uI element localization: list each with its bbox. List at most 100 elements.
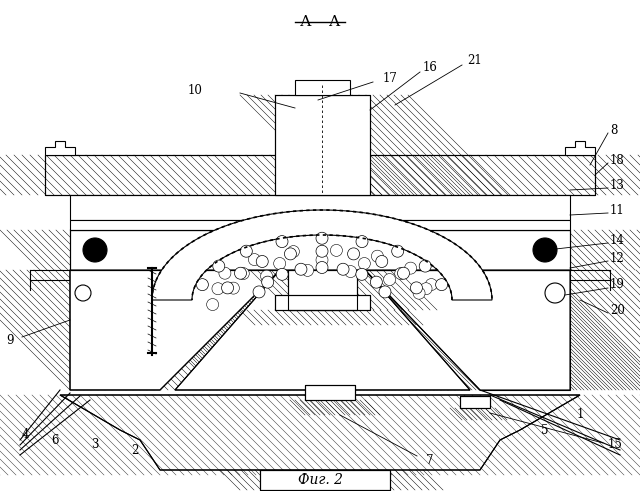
Circle shape [274, 257, 285, 270]
Circle shape [212, 260, 225, 272]
Circle shape [371, 250, 383, 262]
Circle shape [295, 263, 307, 275]
Circle shape [287, 246, 300, 258]
Circle shape [419, 260, 431, 272]
Polygon shape [175, 270, 470, 390]
Text: 11: 11 [610, 203, 625, 217]
Circle shape [420, 283, 432, 295]
Circle shape [212, 283, 224, 295]
Text: 12: 12 [610, 251, 625, 265]
Polygon shape [565, 141, 595, 155]
Circle shape [256, 255, 268, 268]
Circle shape [413, 287, 425, 299]
Text: А – А: А – А [300, 15, 340, 29]
Text: 16: 16 [422, 60, 437, 74]
Polygon shape [60, 395, 580, 470]
Text: 20: 20 [610, 303, 625, 317]
Circle shape [426, 278, 437, 291]
Circle shape [248, 253, 260, 266]
Text: 2: 2 [131, 443, 139, 457]
Circle shape [75, 285, 91, 301]
Circle shape [410, 282, 422, 294]
Circle shape [253, 286, 265, 298]
Bar [70, 230, 570, 270]
Bar [275, 295, 370, 310]
Text: 6: 6 [51, 434, 59, 446]
Circle shape [262, 276, 274, 288]
Circle shape [358, 257, 371, 270]
Circle shape [337, 263, 349, 275]
Circle shape [545, 283, 565, 303]
Text: 8: 8 [610, 124, 618, 136]
Circle shape [196, 279, 209, 291]
Circle shape [395, 268, 407, 279]
Text: 14: 14 [610, 234, 625, 246]
Bar [288, 270, 357, 310]
Circle shape [376, 255, 388, 268]
Text: 21: 21 [468, 54, 483, 66]
Circle shape [404, 262, 417, 274]
Text: 9: 9 [6, 333, 13, 347]
Bar [70, 195, 570, 220]
Bar [45, 155, 595, 195]
Polygon shape [260, 470, 390, 490]
Circle shape [397, 267, 410, 279]
Polygon shape [365, 270, 570, 390]
Polygon shape [70, 270, 280, 390]
Circle shape [83, 238, 107, 262]
Text: 18: 18 [610, 154, 625, 166]
Circle shape [383, 273, 396, 286]
Bar [305, 385, 355, 400]
Text: 5: 5 [541, 424, 548, 436]
Text: 15: 15 [607, 438, 623, 452]
Circle shape [533, 238, 557, 262]
Text: 3: 3 [92, 438, 99, 452]
Bar [275, 95, 370, 195]
Circle shape [207, 299, 219, 310]
Circle shape [227, 282, 239, 294]
Bar [70, 220, 570, 230]
Circle shape [379, 286, 391, 298]
Circle shape [284, 248, 296, 260]
Circle shape [330, 245, 342, 256]
Circle shape [301, 264, 314, 276]
Text: 13: 13 [610, 179, 625, 191]
Polygon shape [152, 210, 492, 300]
Circle shape [371, 276, 382, 288]
Text: Фиг. 2: Фиг. 2 [298, 473, 342, 487]
Bar [275, 95, 370, 195]
Text: 19: 19 [610, 278, 625, 292]
Bar [45, 155, 595, 195]
Bar [70, 230, 570, 270]
Bar [460, 396, 490, 408]
Circle shape [356, 268, 368, 280]
Circle shape [356, 236, 368, 247]
Circle shape [316, 262, 328, 273]
Circle shape [240, 245, 252, 257]
Circle shape [316, 254, 328, 266]
Circle shape [237, 268, 249, 279]
Text: 10: 10 [188, 83, 202, 97]
Circle shape [221, 282, 234, 294]
Text: 7: 7 [426, 454, 434, 466]
Circle shape [392, 245, 404, 257]
Circle shape [276, 268, 288, 280]
Circle shape [436, 279, 447, 291]
Circle shape [260, 270, 273, 282]
Circle shape [234, 267, 246, 279]
Circle shape [344, 266, 356, 277]
Bar [275, 295, 370, 310]
Text: 17: 17 [383, 72, 397, 84]
Bar [288, 270, 357, 310]
Circle shape [276, 236, 288, 247]
Circle shape [316, 245, 328, 257]
Bar [305, 385, 355, 400]
Circle shape [219, 267, 231, 279]
Polygon shape [45, 141, 75, 155]
Bar [295, 80, 350, 95]
Circle shape [348, 248, 360, 260]
Text: 1: 1 [576, 409, 584, 421]
Text: 4: 4 [21, 429, 29, 441]
Bar [460, 396, 490, 408]
Circle shape [316, 232, 328, 244]
